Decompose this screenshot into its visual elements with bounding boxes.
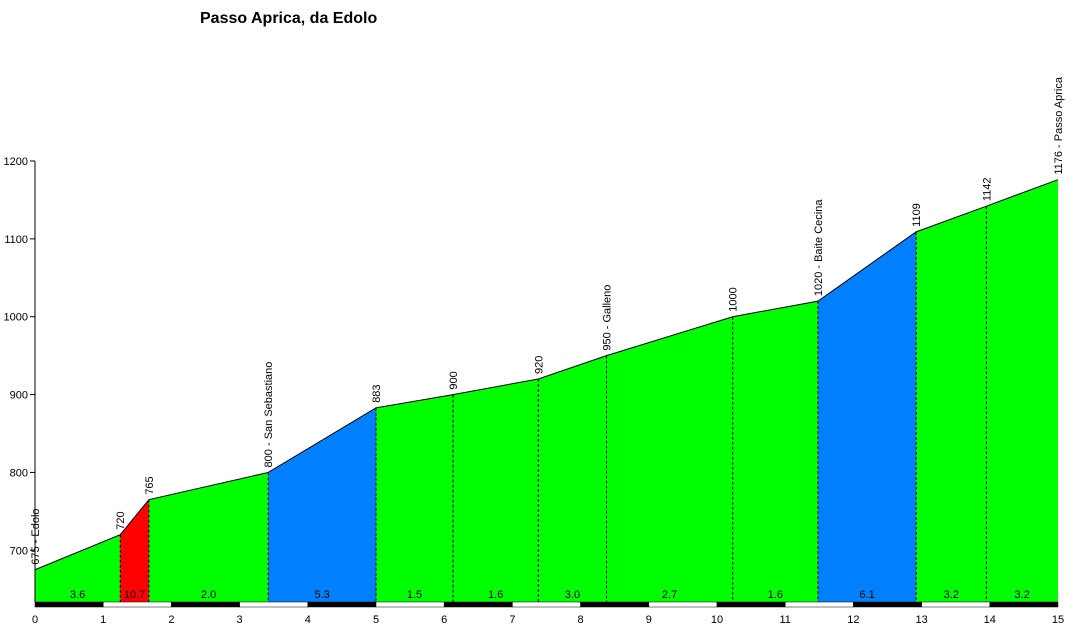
gradient-label: 3.2 [1015, 589, 1030, 601]
segment-fill [453, 379, 539, 602]
x-tick-label: 11 [779, 614, 790, 626]
gradient-label: 2.7 [662, 589, 677, 601]
point-label: 1109 [911, 203, 923, 227]
gradient-label: 3.2 [944, 589, 959, 601]
point-label: 883 [371, 384, 383, 402]
km-bar [580, 601, 650, 608]
point-label: 1142 [981, 178, 993, 202]
y-tick-label: 1000 [4, 312, 28, 324]
point-label: 1020 - Baite Cecina [813, 199, 825, 296]
dividers-layer [119, 206, 987, 602]
km-bar [921, 601, 991, 608]
x-tick-label: 12 [847, 614, 859, 626]
point-label: 765 [144, 476, 156, 494]
gradient-label: 3.0 [565, 589, 580, 601]
segment-fill [916, 206, 987, 602]
x-tick-label: 7 [509, 614, 515, 626]
x-tick-label: 10 [711, 614, 723, 626]
x-tick-label: 15 [1052, 614, 1064, 626]
labels-layer: 3.6 10.7 2.0 5.3 1.5 1.6 3.0 2.7 1.6 6.1 3.2 3.2 675… [30, 76, 1065, 601]
km-bar [648, 601, 718, 608]
y-tick-label: 1200 [4, 156, 28, 168]
segment-fill [376, 394, 454, 602]
x-tick-label: 13 [915, 614, 927, 626]
segment-fill [538, 355, 607, 602]
gradient-label: 1.6 [488, 589, 503, 601]
segments-layer [35, 179, 1058, 602]
outline-layer [34, 179, 1059, 571]
km-bar [512, 601, 581, 608]
x-tick-label: 1 [100, 614, 106, 626]
point-label: 1000 [728, 287, 740, 311]
x-tick-label: 4 [305, 614, 311, 626]
point-label: 720 [115, 511, 127, 529]
x-tick-label: 2 [168, 614, 174, 626]
gradient-label: 1.6 [768, 589, 783, 601]
segment-fill [606, 316, 733, 602]
x-tick-label: 9 [646, 614, 652, 626]
y-tick-label: 800 [10, 467, 28, 479]
y-tick-label: 700 [10, 545, 28, 557]
km-bar [34, 601, 104, 608]
gradient-label: 2.0 [201, 589, 216, 601]
x-tick-label: 8 [578, 614, 584, 626]
x-tick-label: 5 [373, 614, 379, 626]
km-bar [239, 601, 309, 608]
km-bar [443, 601, 513, 608]
segment-fill [35, 534, 121, 602]
x-tick-label: 3 [237, 614, 243, 626]
km-bar [989, 601, 1059, 608]
point-label: 920 [533, 356, 545, 374]
km-bar [171, 601, 240, 608]
chart-title: Passo Aprica, da Edolo [200, 10, 378, 27]
gradient-label: 5.3 [314, 589, 329, 601]
segment-fill [732, 301, 818, 602]
x-tick-label: 0 [32, 614, 38, 626]
km-bar [853, 601, 922, 608]
km-bar [716, 601, 786, 608]
point-label: 900 [448, 371, 460, 389]
km-bar [784, 601, 854, 608]
profile-line [34, 179, 1059, 571]
point-label: 1176 - Passo Aprica [1053, 76, 1065, 175]
km-bar [307, 601, 377, 608]
gradient-label: 1.5 [407, 589, 422, 601]
segment-fill [986, 179, 1058, 602]
gradient-label: 10.7 [124, 589, 145, 601]
km-bar [102, 601, 172, 608]
point-label: 800 - San Sebastiano [263, 362, 275, 468]
y-tick-label: 900 [10, 390, 28, 402]
y-tick-label: 1100 [4, 234, 28, 246]
gradient-label: 6.1 [859, 589, 874, 601]
segment-fill [817, 231, 917, 602]
gradient-label: 3.6 [70, 589, 85, 601]
segment-fill [120, 499, 149, 602]
x-tick-label: 6 [441, 614, 447, 626]
km-bar [375, 601, 445, 608]
segment-fill [148, 472, 269, 602]
point-label: 675 - Edolo [30, 508, 42, 564]
segment-fill [268, 407, 376, 602]
point-label: 950 - Galleno [602, 285, 614, 351]
x-tick-label: 14 [984, 614, 996, 626]
